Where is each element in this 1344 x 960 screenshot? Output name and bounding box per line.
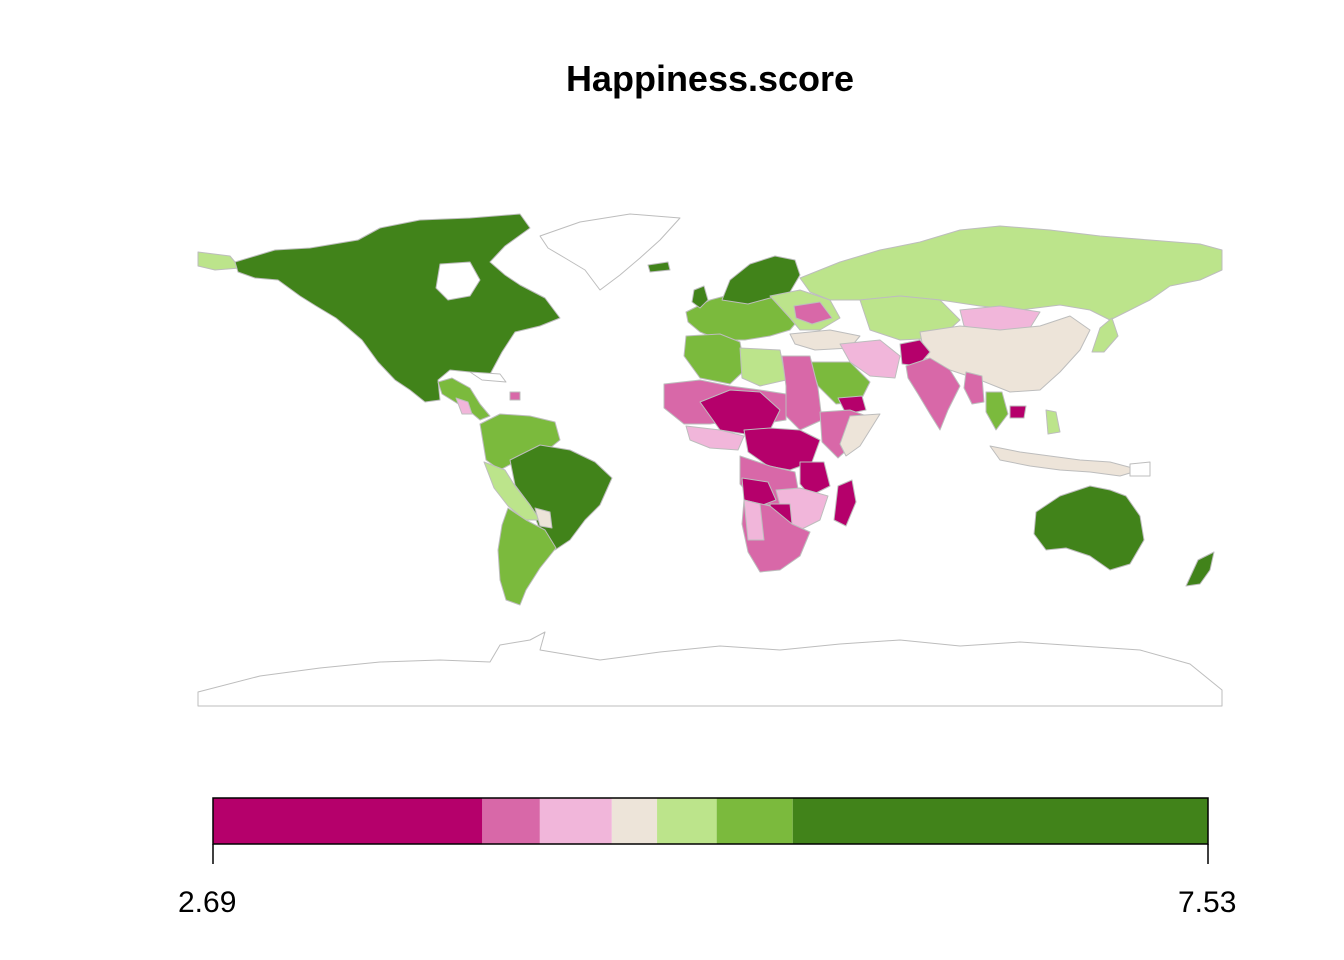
region-central-america (437, 377, 491, 421)
region-myanmar (963, 371, 985, 405)
region-southern-cone (497, 507, 557, 606)
region-yemen (837, 395, 867, 415)
region-libya (739, 347, 787, 387)
region-angola (741, 477, 777, 507)
legend-swatches (213, 798, 1208, 844)
region-tanzania (799, 461, 831, 497)
region-new-zealand (1185, 551, 1215, 587)
region-guatemala-area (455, 397, 473, 415)
region-egypt-sudan (781, 355, 823, 431)
region-north-africa-west (683, 333, 746, 385)
region-uk (691, 285, 709, 309)
legend-swatch-2 (482, 798, 540, 844)
legend-frame (212, 797, 1209, 845)
region-paraguay (534, 507, 553, 529)
region-namibia (743, 499, 765, 541)
region-ukraine (793, 301, 833, 325)
legend-swatch-3 (539, 798, 612, 844)
legend-swatch-6 (716, 798, 793, 844)
region-nordics (721, 255, 801, 305)
region-indonesia (989, 445, 1141, 477)
region-somalia (839, 413, 881, 457)
region-thailand (985, 391, 1009, 431)
region-cambodia (1009, 405, 1027, 419)
legend-swatch-1 (213, 798, 483, 844)
region-afghanistan (899, 339, 931, 367)
region-china (919, 315, 1091, 393)
region-philippines (1045, 409, 1061, 435)
map-regions (197, 213, 1223, 707)
region-japan (1091, 317, 1119, 353)
region-iceland (647, 261, 671, 273)
region-india (905, 357, 961, 431)
legend-max-label: 7.53 (1178, 886, 1237, 919)
region-cuba (469, 371, 507, 383)
legend-swatch-7 (792, 798, 1208, 844)
region-papua (1129, 461, 1151, 477)
region-hudson-bay (435, 261, 481, 301)
region-north-america (234, 213, 561, 403)
legend-min-label: 2.69 (178, 886, 237, 919)
legend-swatch-4 (611, 798, 658, 844)
region-hispaniola (509, 391, 521, 401)
color-legend (212, 797, 1209, 864)
region-alaska-west (197, 251, 241, 271)
region-greenland (539, 213, 681, 291)
legend-swatch-5 (657, 798, 717, 844)
map-title: Happiness.score (565, 58, 855, 99)
region-australia (1033, 485, 1145, 571)
region-antarctica (197, 631, 1223, 707)
region-madagascar (833, 479, 857, 527)
region-gulf-of-guinea (685, 425, 745, 451)
